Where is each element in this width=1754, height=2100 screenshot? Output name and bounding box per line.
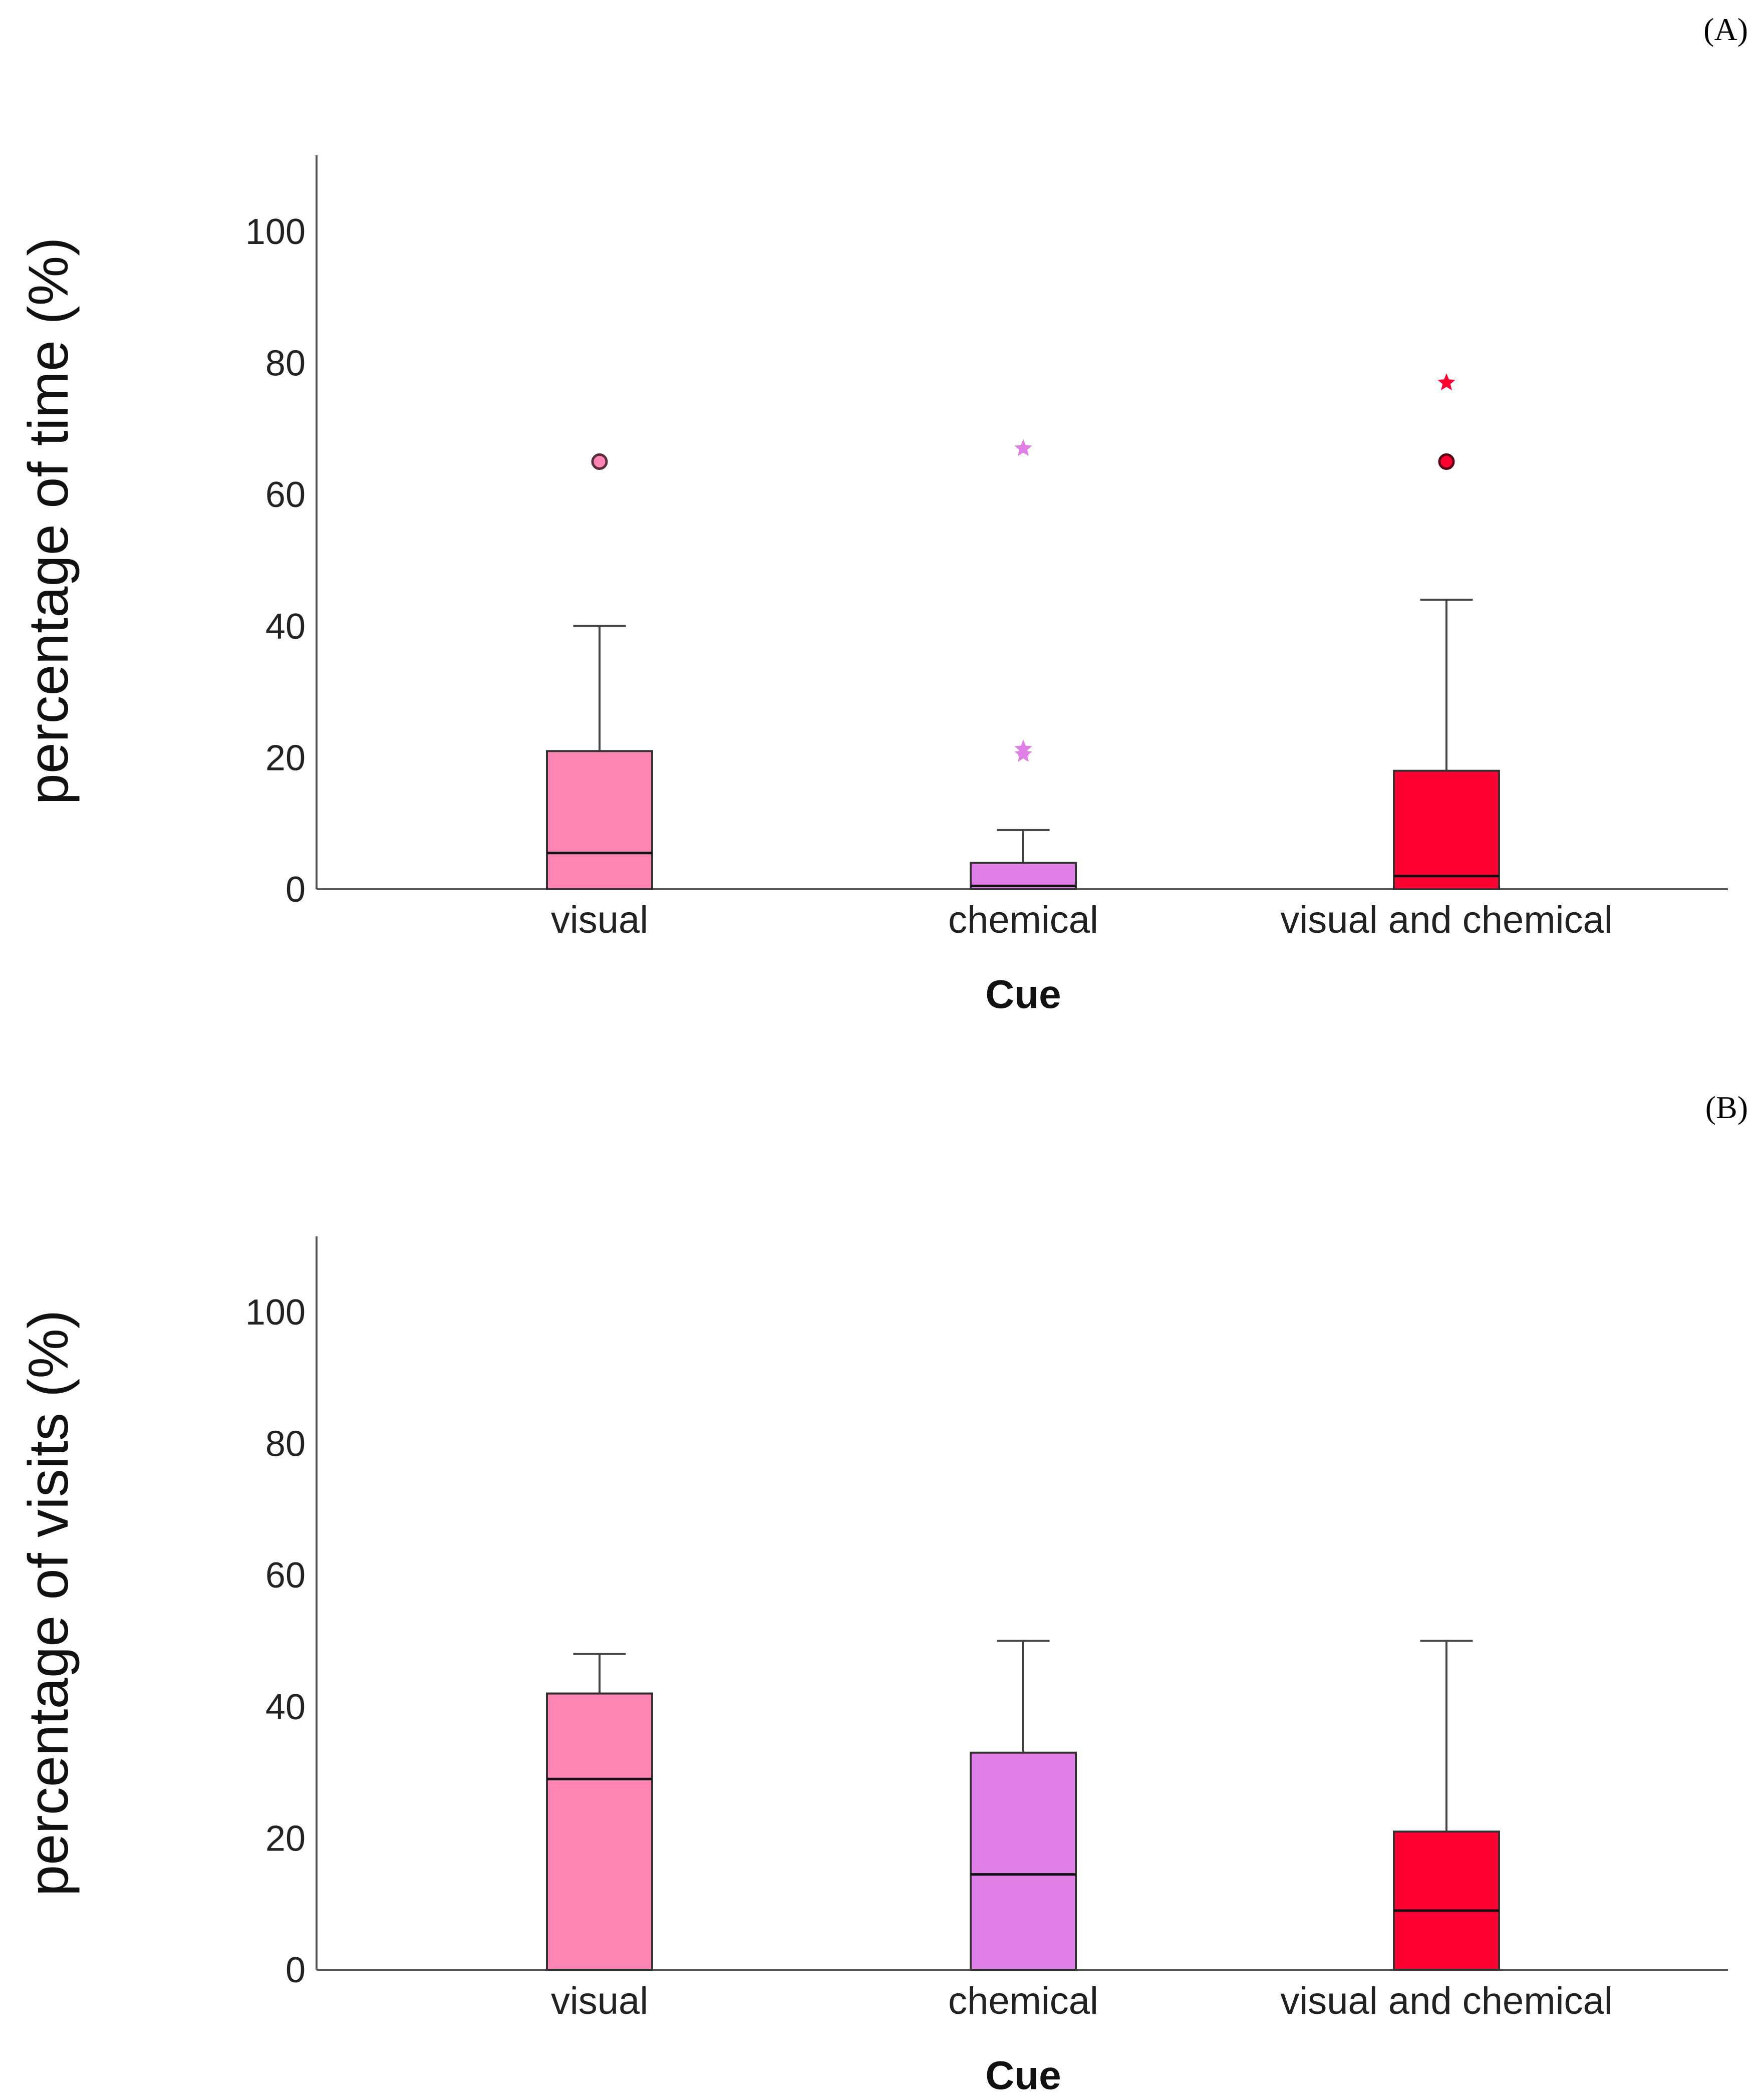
- outlier-circle: [1438, 453, 1455, 470]
- y-tick-label: 80: [265, 344, 306, 384]
- x-category-label: chemical: [948, 1980, 1098, 2022]
- y-tick-label: 0: [285, 870, 306, 910]
- box-iqr: [546, 750, 653, 891]
- y-tick-label: 20: [265, 738, 306, 778]
- outlier-star: [1437, 373, 1455, 391]
- x-category-label: visual: [551, 1980, 648, 2022]
- y-tick-label: 40: [265, 1687, 306, 1727]
- chart-panel-a: (A) 0 20 40 60 80 100 percentage of time (%) vis…: [17, 12, 1748, 1016]
- outlier-star: [1014, 739, 1032, 757]
- box-iqr: [1393, 1830, 1500, 1971]
- outlier-circle: [591, 453, 608, 470]
- chart-panel-b: (B) 0 20 40 60 80 100 percentage of visits (%) v…: [17, 1090, 1748, 2097]
- box-visual-and-chemical: [1393, 1640, 1500, 1971]
- box-iqr: [1393, 769, 1500, 891]
- box-iqr: [546, 1692, 653, 1971]
- panel-label: (A): [1703, 12, 1748, 47]
- x-category-label: visual and chemical: [1280, 899, 1612, 941]
- box-visual: [546, 453, 653, 891]
- y-axis-label: percentage of time (%): [17, 237, 80, 805]
- y-tick-label: 60: [265, 475, 306, 515]
- x-category-label: visual: [551, 899, 648, 941]
- outlier-star: [1014, 745, 1032, 762]
- y-tick-label: 20: [265, 1818, 306, 1859]
- x-axis-label: Cue: [985, 972, 1061, 1016]
- y-tick-label: 80: [265, 1424, 306, 1464]
- y-tick-label: 0: [285, 1950, 306, 1990]
- box-iqr: [970, 1751, 1077, 1971]
- box-chemical: [970, 1640, 1077, 1971]
- x-category-label: chemical: [948, 899, 1098, 941]
- y-axis-label: percentage of visits (%): [17, 1310, 80, 1896]
- y-tick-label: 100: [245, 212, 306, 252]
- outlier-star: [1014, 439, 1032, 456]
- panel-label: (B): [1705, 1090, 1748, 1125]
- box-visual-and-chemical: [1393, 373, 1500, 891]
- x-category-label: visual and chemical: [1280, 1980, 1612, 2022]
- box-chemical: [970, 439, 1077, 890]
- y-tick-label: 60: [265, 1555, 306, 1596]
- y-tick-label: 40: [265, 607, 306, 647]
- box-visual: [546, 1653, 653, 1971]
- y-tick-label: 100: [245, 1292, 306, 1333]
- x-axis-label: Cue: [985, 2053, 1061, 2097]
